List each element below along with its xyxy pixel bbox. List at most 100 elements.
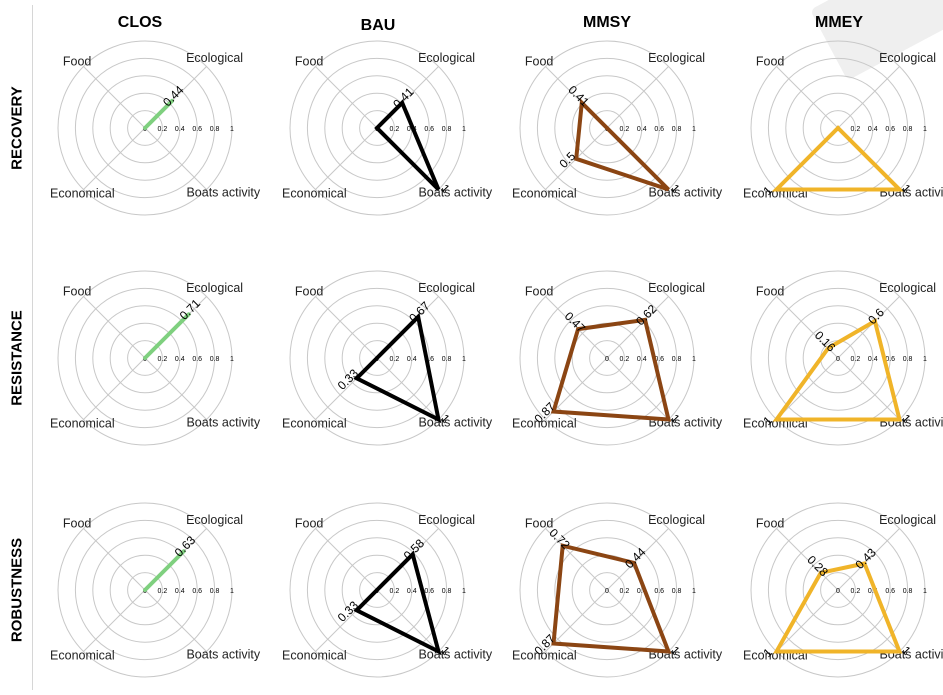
data-series-bau [353, 550, 442, 656]
tick-label: 0.8 [210, 356, 220, 363]
tick-label: 0.6 [192, 588, 202, 595]
spoke-economical [315, 127, 378, 190]
tick-label: 0.4 [868, 356, 878, 363]
data-series-bau [353, 312, 442, 424]
spoke-boats [144, 357, 207, 420]
spoke-food [776, 66, 839, 129]
tick-label: 1 [230, 588, 234, 595]
grid-ring-1 [359, 340, 395, 376]
grid-ring-4 [536, 57, 678, 199]
tick-label: 0.8 [672, 588, 682, 595]
radar-panel-recovery-clos: 00.20.40.60.81FoodEcologicalEconomicalBo… [50, 40, 261, 216]
grid-ring-4 [74, 519, 216, 661]
axis-label-boats-activity: Boats activity [418, 186, 492, 200]
data-label-ecological: 0.58 [401, 536, 428, 563]
axis-label-food: Food [295, 284, 324, 298]
grid-ring-3 [785, 305, 891, 411]
tick-label: 0.4 [637, 588, 647, 595]
grid-ring-1 [127, 110, 163, 146]
tick-label: 0.4 [637, 356, 647, 363]
data-series-clos [143, 312, 191, 360]
tick-label: 0.8 [903, 356, 913, 363]
tick-label: 0.6 [885, 126, 895, 133]
tick-label: 0.2 [620, 588, 630, 595]
spoke-food [545, 296, 608, 359]
spoke-economical [776, 589, 839, 652]
axis-label-food: Food [525, 516, 554, 530]
grid-ring-5 [289, 502, 465, 678]
axis-label-boats-activity: Boats activity [186, 186, 260, 200]
spoke-ecological [837, 296, 900, 359]
spoke-food [315, 528, 378, 591]
grid-ring-2 [109, 554, 181, 626]
tick-label: 0.2 [158, 126, 168, 133]
axis-label-ecological: Ecological [186, 513, 243, 527]
tick-label: 0.6 [654, 126, 664, 133]
grid-ring-4 [74, 57, 216, 199]
tick-label: 1 [462, 126, 466, 133]
data-label-ecological: 0.71 [177, 296, 204, 323]
data-label-ecological: 0.41 [390, 85, 417, 112]
data-label-ecological: 0.44 [622, 545, 649, 572]
radar-panel-resistance-clos: 00.20.40.60.81FoodEcologicalEconomicalBo… [50, 270, 261, 446]
tick-label: 0 [836, 588, 840, 595]
spoke-boats [606, 589, 669, 652]
tick-label: 1 [923, 356, 927, 363]
spoke-ecological [606, 296, 669, 359]
grid-ring-4 [74, 287, 216, 429]
spoke-ecological [837, 66, 900, 129]
axis-label-ecological: Ecological [648, 281, 705, 295]
axis-label-boats-activity: Boats activity [186, 416, 260, 430]
axis-label-ecological: Ecological [648, 513, 705, 527]
spoke-ecological [837, 528, 900, 591]
grid-ring-1 [589, 572, 625, 608]
grid-ring-3 [554, 75, 660, 181]
axis-label-economical: Economical [50, 417, 115, 431]
grid-ring-1 [820, 110, 856, 146]
tick-label: 0.8 [442, 588, 452, 595]
spoke-boats [376, 589, 439, 652]
grid-ring-4 [767, 519, 909, 661]
axis-label-economical: Economical [512, 417, 577, 431]
axis-label-economical: Economical [512, 649, 577, 663]
axis-label-food: Food [756, 284, 785, 298]
data-series-bau [374, 99, 441, 191]
tick-label: 0.2 [390, 356, 400, 363]
tick-label: 0.6 [424, 356, 434, 363]
spoke-boats [837, 589, 900, 652]
tick-label: 0.4 [868, 126, 878, 133]
grid-ring-3 [324, 75, 430, 181]
axis-label-ecological: Ecological [418, 51, 475, 65]
data-label-food: 0.16 [812, 328, 839, 355]
spoke-economical [83, 127, 146, 190]
data-label-ecological: 0.43 [852, 545, 879, 572]
grid-ring-5 [750, 270, 926, 446]
spoke-boats [376, 357, 439, 420]
spoke-food [545, 528, 608, 591]
tick-label: 0.6 [424, 588, 434, 595]
data-label-ecological: 0.62 [633, 302, 660, 329]
grid-ring-1 [589, 110, 625, 146]
data-series-clos [143, 549, 186, 592]
grid-ring-4 [767, 287, 909, 429]
axis-label-ecological: Ecological [648, 51, 705, 65]
axis-label-ecological: Ecological [186, 281, 243, 295]
tick-label: 0.2 [620, 356, 630, 363]
spoke-boats [144, 127, 207, 190]
spoke-food [83, 66, 146, 129]
tick-label: 0.4 [175, 588, 185, 595]
column-title-mmsy: MMSY [583, 14, 631, 31]
axis-label-boats-activity: Boats activity [418, 416, 492, 430]
grid-ring-2 [341, 322, 413, 394]
spoke-ecological [606, 66, 669, 129]
tick-label: 0.8 [210, 126, 220, 133]
grid-ring-2 [802, 92, 874, 164]
grid-ring-5 [750, 502, 926, 678]
tick-label: 0.4 [175, 356, 185, 363]
axis-label-ecological: Ecological [418, 281, 475, 295]
axis-label-economical: Economical [50, 649, 115, 663]
